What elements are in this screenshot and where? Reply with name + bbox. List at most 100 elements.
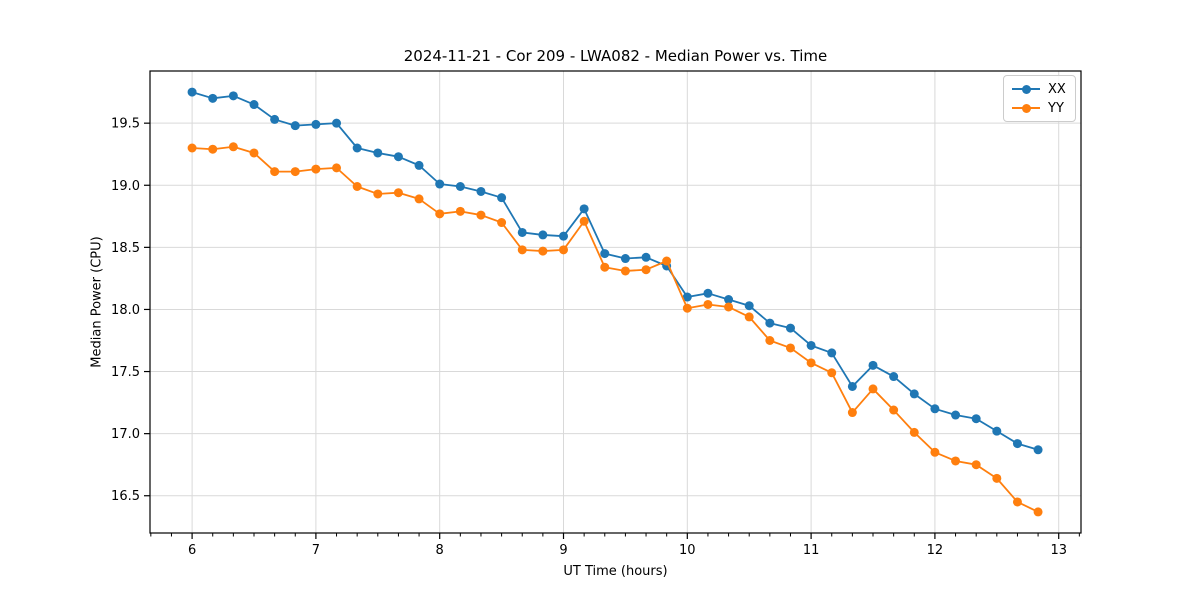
data-point-xx bbox=[538, 230, 548, 240]
data-point-yy bbox=[1012, 497, 1022, 507]
data-point-xx bbox=[414, 160, 424, 170]
data-point-yy bbox=[228, 142, 238, 152]
x-tick-label: 10 bbox=[679, 543, 696, 558]
legend-label: YY bbox=[1048, 100, 1064, 116]
data-point-yy bbox=[1033, 507, 1043, 517]
x-tick-label: 7 bbox=[312, 543, 320, 558]
data-point-yy bbox=[909, 427, 919, 437]
axes-spines bbox=[149, 70, 1082, 534]
y-tick-label: 17.0 bbox=[111, 427, 140, 442]
x-tick-label: 12 bbox=[927, 543, 944, 558]
data-point-xx bbox=[785, 323, 795, 333]
data-point-xx bbox=[435, 179, 445, 189]
data-point-yy bbox=[785, 343, 795, 353]
data-point-xx bbox=[311, 119, 321, 129]
data-point-yy bbox=[414, 194, 424, 204]
data-point-xx bbox=[620, 254, 630, 264]
y-tick-label: 17.5 bbox=[111, 365, 140, 380]
data-point-yy bbox=[538, 246, 548, 256]
data-point-xx bbox=[971, 414, 981, 424]
data-point-yy bbox=[682, 303, 692, 313]
y-tick-label: 19.5 bbox=[111, 117, 140, 132]
x-tick-label: 6 bbox=[188, 543, 196, 558]
data-point-xx bbox=[559, 231, 569, 241]
data-point-yy bbox=[187, 143, 197, 153]
y-tick-label: 19.0 bbox=[111, 179, 140, 194]
data-point-xx bbox=[393, 152, 403, 162]
data-point-xx bbox=[332, 118, 342, 128]
data-point-xx bbox=[579, 204, 589, 214]
data-point-yy bbox=[620, 266, 630, 276]
data-point-yy bbox=[662, 256, 672, 266]
legend-row: XX bbox=[1012, 82, 1066, 96]
data-point-xx bbox=[847, 381, 857, 391]
data-point-xx bbox=[951, 410, 961, 420]
data-point-yy bbox=[435, 209, 445, 219]
x-tick-label: 9 bbox=[559, 543, 567, 558]
legend-row: YY bbox=[1012, 101, 1066, 115]
data-point-xx bbox=[228, 91, 238, 101]
data-point-yy bbox=[559, 245, 569, 255]
data-point-yy bbox=[455, 206, 465, 216]
data-point-xx bbox=[187, 87, 197, 97]
chart-title: 2024-11-21 - Cor 209 - LWA082 - Median P… bbox=[403, 47, 828, 65]
data-point-yy bbox=[889, 405, 899, 415]
data-point-xx bbox=[724, 295, 734, 305]
data-point-xx bbox=[930, 404, 940, 414]
data-point-yy bbox=[951, 456, 961, 466]
data-point-yy bbox=[290, 167, 300, 177]
legend-label: XX bbox=[1048, 81, 1066, 97]
data-point-yy bbox=[476, 210, 486, 220]
data-point-yy bbox=[600, 262, 610, 272]
x-tick-label: 13 bbox=[1050, 543, 1067, 558]
data-point-xx bbox=[1012, 439, 1022, 449]
x-axis-label: UT Time (hours) bbox=[563, 564, 668, 579]
data-point-yy bbox=[332, 163, 342, 173]
data-point-yy bbox=[827, 368, 837, 378]
data-point-xx bbox=[600, 249, 610, 259]
data-point-xx bbox=[765, 318, 775, 328]
data-point-xx bbox=[208, 93, 218, 103]
data-point-yy bbox=[393, 188, 403, 198]
data-point-yy bbox=[311, 164, 321, 174]
x-tick-label: 11 bbox=[803, 543, 820, 558]
data-point-xx bbox=[476, 186, 486, 196]
data-point-yy bbox=[270, 167, 280, 177]
data-point-yy bbox=[641, 265, 651, 275]
data-point-yy bbox=[724, 302, 734, 312]
data-point-xx bbox=[455, 182, 465, 191]
data-point-yy bbox=[517, 245, 527, 255]
data-point-xx bbox=[827, 348, 837, 358]
data-point-yy bbox=[992, 473, 1002, 483]
data-point-xx bbox=[641, 252, 651, 262]
data-point-yy bbox=[971, 460, 981, 470]
series-line-yy bbox=[192, 145, 1039, 513]
data-point-xx bbox=[992, 426, 1002, 436]
data-point-xx bbox=[517, 227, 527, 237]
data-point-xx bbox=[868, 360, 878, 370]
data-point-yy bbox=[744, 312, 754, 322]
y-tick-label: 18.0 bbox=[111, 303, 140, 318]
data-point-yy bbox=[497, 218, 507, 228]
data-point-xx bbox=[1033, 445, 1043, 455]
y-tick-label: 16.5 bbox=[111, 489, 140, 504]
y-axis-label: Median Power (CPU) bbox=[89, 236, 105, 368]
y-tick-label: 18.5 bbox=[111, 241, 140, 256]
data-point-xx bbox=[270, 114, 280, 124]
data-point-xx bbox=[373, 148, 383, 158]
data-point-yy bbox=[579, 216, 589, 226]
data-point-yy bbox=[208, 144, 218, 154]
data-point-yy bbox=[373, 189, 383, 199]
data-point-xx bbox=[744, 301, 754, 311]
data-point-yy bbox=[765, 336, 775, 345]
legend: XX YY bbox=[1003, 75, 1076, 122]
data-point-xx bbox=[806, 340, 816, 350]
data-point-xx bbox=[889, 372, 899, 382]
data-point-xx bbox=[497, 193, 507, 203]
data-point-yy bbox=[930, 447, 940, 457]
data-point-xx bbox=[682, 292, 692, 302]
data-point-yy bbox=[806, 358, 816, 368]
x-tick-label: 8 bbox=[436, 543, 444, 558]
